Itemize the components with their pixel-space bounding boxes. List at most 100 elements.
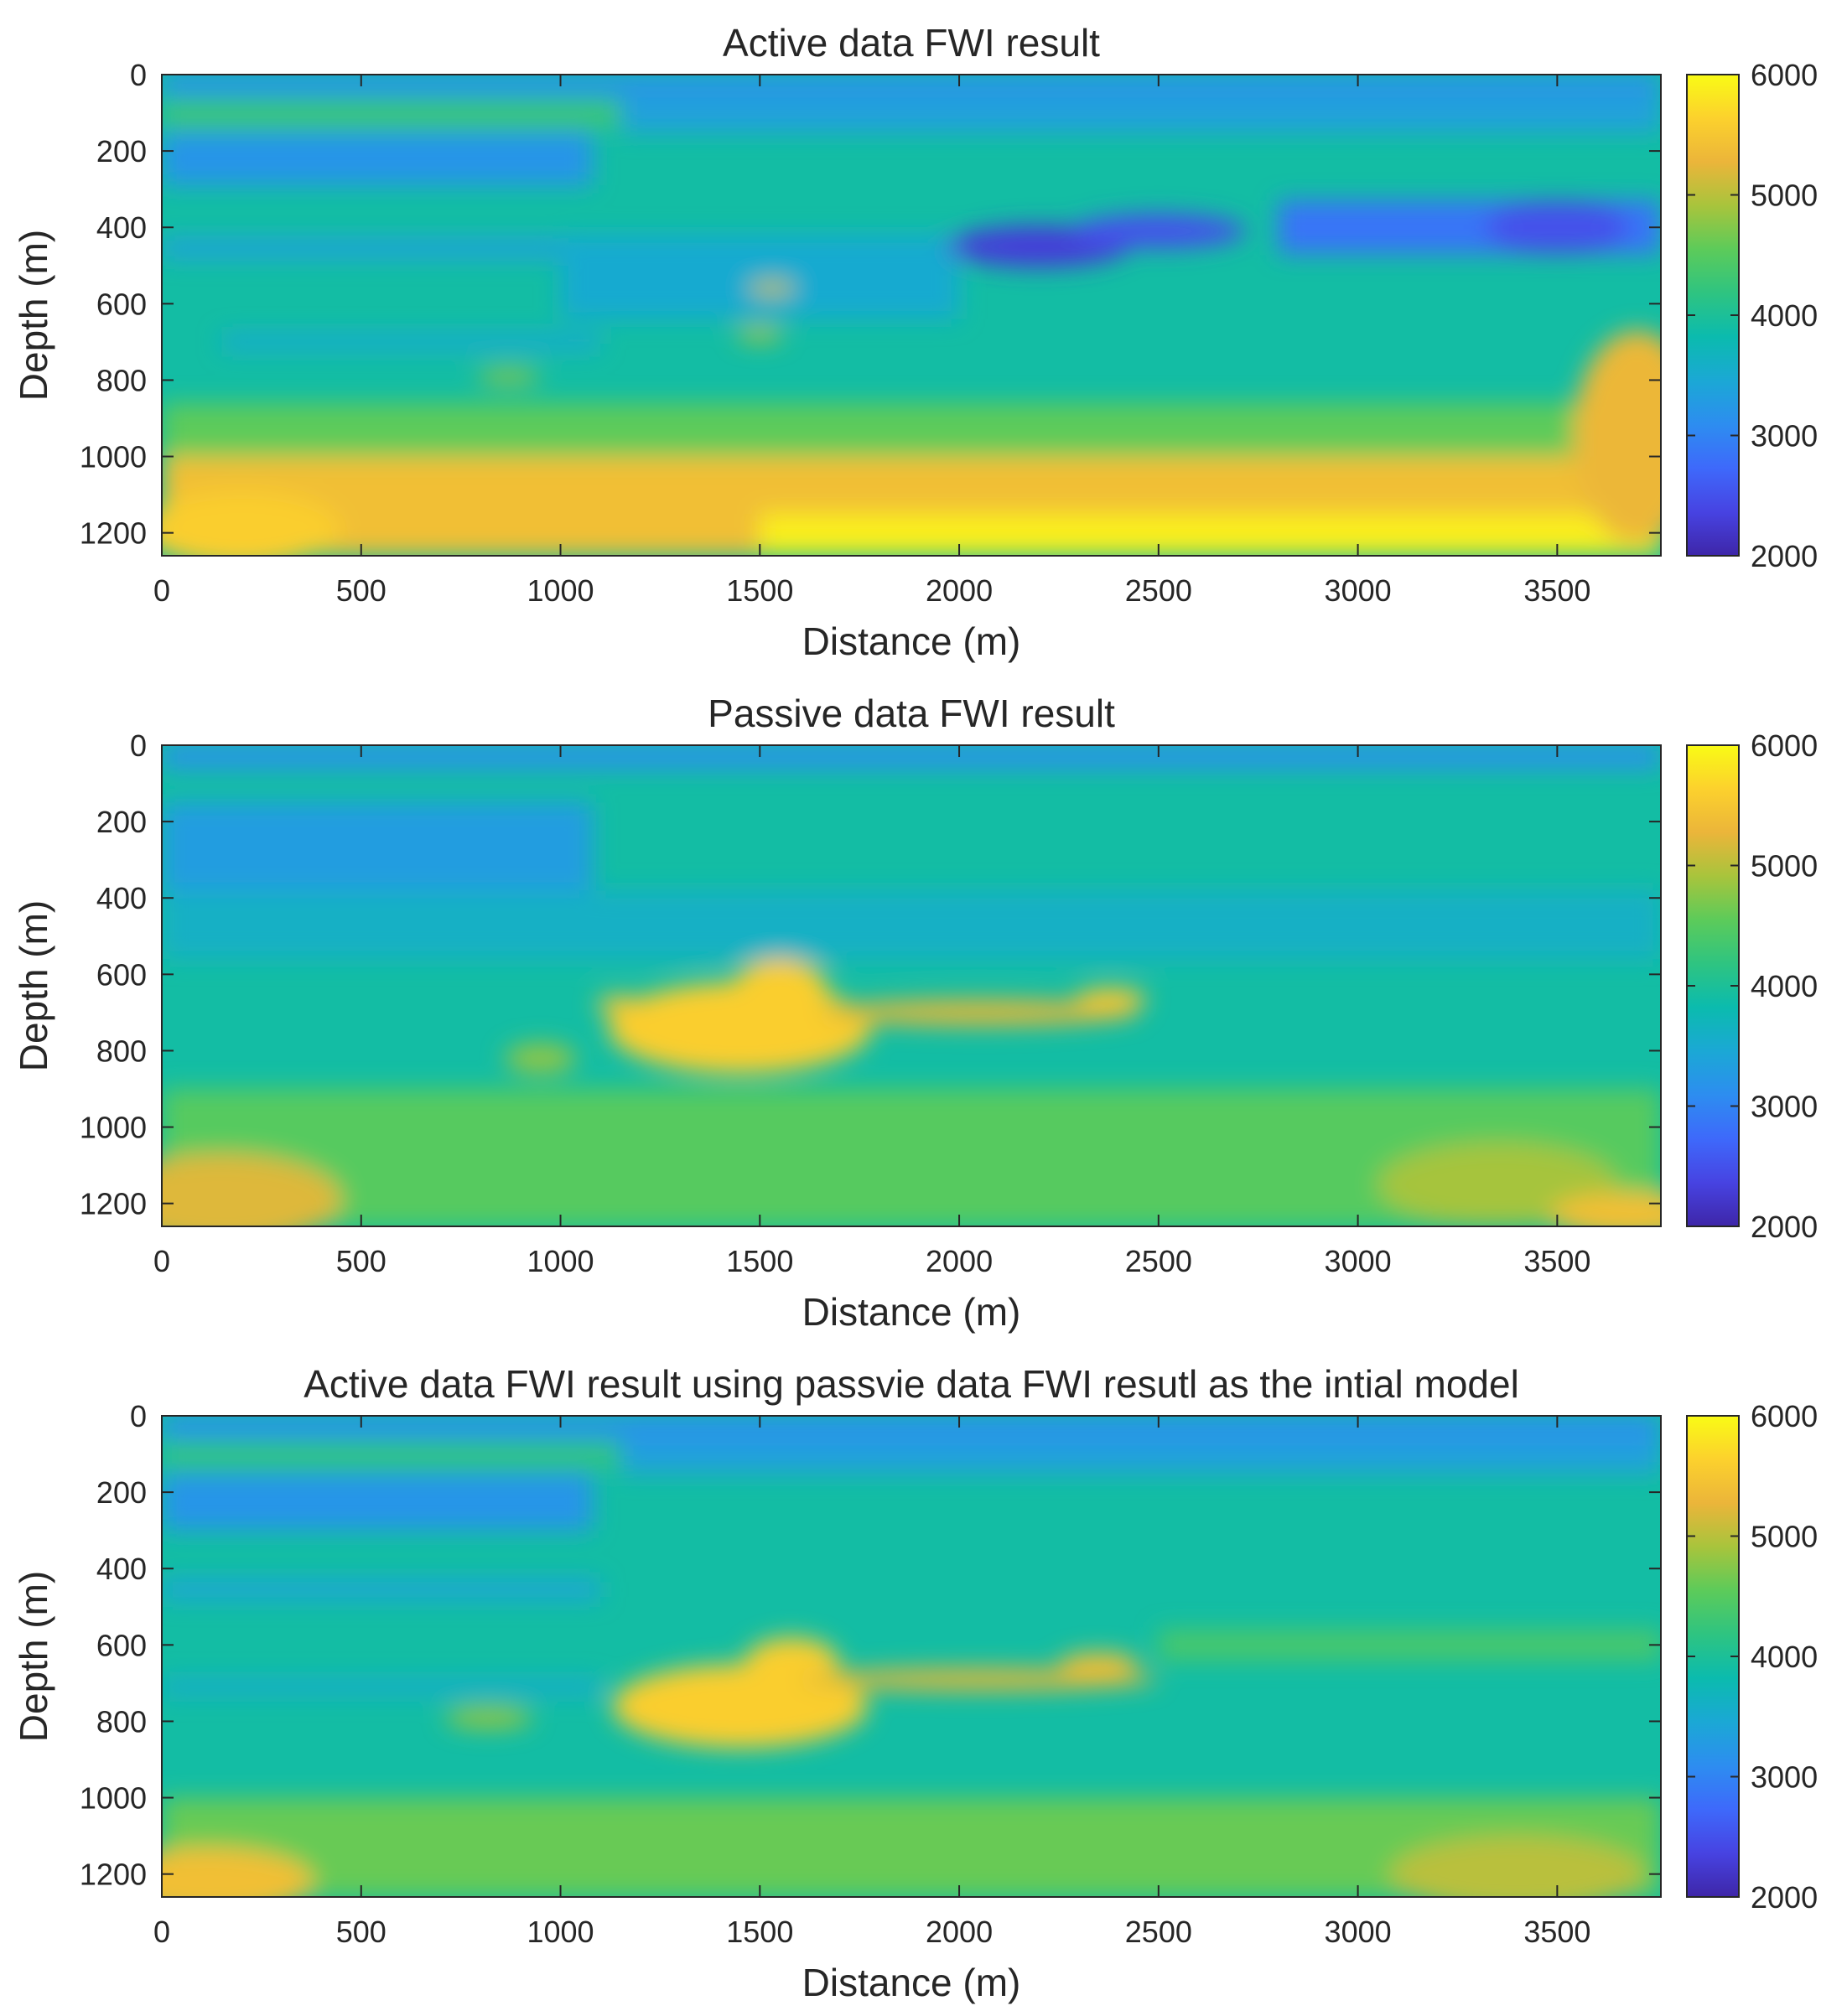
x-tick-label: 3500 [1523, 1915, 1590, 1949]
y-tick-label: 600 [96, 1628, 147, 1662]
colorbar-tick-label: 6000 [1751, 1399, 1818, 1433]
heatmap-band [162, 802, 593, 891]
heatmap-band [162, 238, 601, 258]
heatmap-band [560, 235, 960, 319]
heatmap-band [620, 1438, 1661, 1474]
y-tick-label: 0 [130, 728, 147, 763]
heatmap-blob [799, 1667, 1159, 1692]
y-tick-label: 1200 [80, 1187, 147, 1221]
x-tick-label: 1000 [527, 1915, 594, 1949]
heatmap-field [162, 1416, 1661, 1897]
y-axis-label: Depth (m) [12, 230, 55, 401]
heatmap-band [162, 75, 1661, 96]
colorbar-tick-label: 3000 [1751, 1760, 1818, 1795]
plot-frame [161, 744, 1662, 1227]
heatmap-blob [1485, 200, 1629, 255]
x-tick-label: 500 [336, 1244, 387, 1278]
y-tick-label: 1000 [80, 440, 147, 474]
y-tick-label: 0 [130, 58, 147, 92]
y-tick-label: 400 [96, 210, 147, 245]
colorbar-tick-label: 4000 [1751, 969, 1818, 1003]
y-tick-label: 800 [96, 363, 147, 397]
y-tick-label: 200 [96, 805, 147, 839]
heatmap-band [162, 402, 1661, 457]
heatmap-blob [162, 1847, 314, 1897]
heatmap-blob [819, 998, 1139, 1026]
x-tick-label: 2500 [1125, 1915, 1192, 1949]
y-tick-label: 400 [96, 881, 147, 915]
x-tick-label: 0 [153, 1244, 170, 1278]
x-tick-label: 500 [336, 1915, 387, 1949]
heatmap-band [221, 334, 601, 350]
heatmap-blob [1058, 1652, 1139, 1676]
heatmap-band [162, 890, 1661, 960]
x-tick-label: 2000 [926, 1244, 993, 1278]
colorbar-tick-label: 5000 [1751, 849, 1818, 884]
x-tick-label: 3500 [1523, 1244, 1590, 1278]
heatmap-band [162, 132, 593, 186]
plot-frame [161, 1415, 1662, 1898]
y-tick-label: 1200 [80, 516, 147, 551]
colorbar-tick-label: 6000 [1751, 728, 1818, 763]
x-axis-label: Distance (m) [802, 619, 1021, 663]
y-tick-label: 1000 [80, 1781, 147, 1816]
y-tick-label: 800 [96, 1704, 147, 1739]
panel-combined-fwi: Active data FWI result using passvie dat… [12, 1362, 1818, 2004]
y-tick-label: 200 [96, 134, 147, 168]
colorbar-tick-label: 3000 [1751, 419, 1818, 453]
x-tick-label: 2500 [1125, 573, 1192, 608]
x-tick-label: 3500 [1523, 573, 1590, 608]
chart-title: Active data FWI result [723, 21, 1100, 65]
x-tick-label: 3000 [1325, 1244, 1392, 1278]
x-tick-label: 1000 [527, 1244, 594, 1278]
x-tick-label: 1500 [726, 573, 793, 608]
colorbar-tick-label: 6000 [1751, 58, 1818, 92]
y-tick-label: 1000 [80, 1111, 147, 1145]
heatmap-blob [732, 959, 828, 1020]
chart-title: Active data FWI result using passvie dat… [304, 1362, 1519, 1406]
x-tick-label: 500 [336, 573, 387, 608]
colorbar-tick-label: 2000 [1751, 539, 1818, 573]
heatmap-blob [444, 1706, 533, 1729]
heatmap-blob [504, 1043, 577, 1074]
colorbar-tick-label: 2000 [1751, 1880, 1818, 1915]
x-tick-label: 1000 [527, 573, 594, 608]
heatmap-blob [748, 281, 796, 297]
y-tick-label: 600 [96, 957, 147, 992]
heatmap-band [162, 1442, 620, 1469]
heatmap-field [162, 75, 1661, 556]
x-tick-label: 0 [153, 573, 170, 608]
heatmap-blob [162, 490, 341, 556]
heatmap-band [620, 97, 1661, 132]
heatmap-blob [162, 1153, 341, 1226]
heatmap-blob [1389, 1836, 1645, 1897]
colorbar-tick-label: 4000 [1751, 298, 1818, 333]
heatmap-band [162, 1679, 601, 1695]
heatmap-blob [1071, 214, 1247, 249]
chart-title: Passive data FWI result [708, 692, 1115, 735]
x-axis-label: Distance (m) [802, 1290, 1021, 1334]
heatmap-band [162, 1579, 601, 1599]
heatmap-band [1158, 1630, 1661, 1661]
heatmap-blob [1573, 330, 1661, 545]
x-tick-label: 2000 [926, 573, 993, 608]
x-tick-label: 2000 [926, 1915, 993, 1949]
heatmap-blob [1549, 1192, 1661, 1226]
heatmap-band [162, 101, 620, 128]
heatmap-blob [735, 326, 784, 342]
colorbar-tick-label: 4000 [1751, 1640, 1818, 1674]
heatmap-blob [596, 995, 645, 1015]
y-tick-label: 600 [96, 287, 147, 321]
colorbar [1686, 1415, 1740, 1898]
x-tick-label: 1500 [726, 1244, 793, 1278]
x-tick-label: 2500 [1125, 1244, 1192, 1278]
heatmap-band [162, 1416, 1661, 1439]
y-tick-label: 0 [130, 1399, 147, 1433]
y-tick-label: 400 [96, 1552, 147, 1586]
colorbar [1686, 744, 1740, 1227]
y-axis-label: Depth (m) [12, 1571, 55, 1742]
colorbar-tick-label: 2000 [1751, 1210, 1818, 1244]
